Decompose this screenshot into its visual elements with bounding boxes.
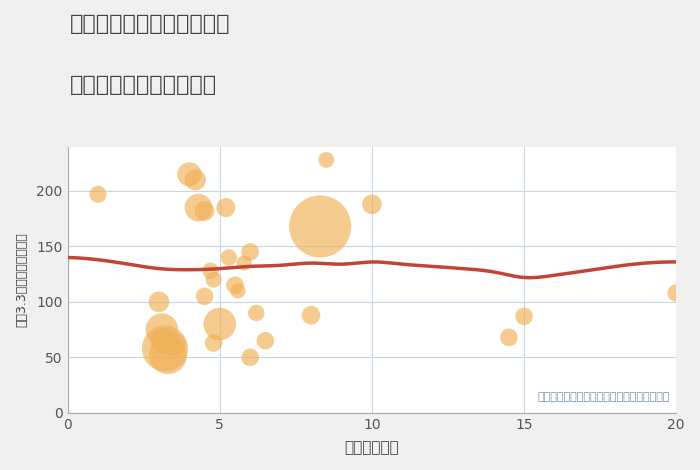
Point [244, 353, 256, 361]
Point [232, 287, 244, 295]
Point [162, 352, 174, 359]
Text: 駅距離別中古戸建て価格: 駅距離別中古戸建て価格 [70, 75, 217, 95]
Text: 大阪府大阪市北区浪花町の: 大阪府大阪市北区浪花町の [70, 14, 230, 34]
Point [158, 337, 169, 345]
Point [239, 259, 250, 267]
Y-axis label: 坪（3.3㎡）単価（万円）: 坪（3.3㎡）単価（万円） [15, 232, 28, 327]
Point [92, 190, 104, 198]
Point [169, 340, 180, 348]
Point [251, 309, 262, 317]
Point [199, 207, 210, 215]
Point [305, 312, 316, 319]
Point [220, 204, 232, 212]
Point [314, 223, 326, 230]
Point [190, 176, 201, 184]
Point [208, 339, 219, 347]
Point [671, 289, 682, 297]
Point [199, 293, 210, 300]
Point [223, 254, 235, 261]
Point [156, 326, 167, 333]
Point [214, 321, 225, 328]
Point [366, 201, 377, 208]
Point [230, 282, 241, 289]
Point [193, 204, 204, 212]
Point [260, 337, 271, 345]
Point [160, 345, 171, 352]
Point [205, 267, 216, 274]
Point [244, 248, 256, 256]
Point [153, 298, 164, 306]
Point [519, 313, 530, 320]
Point [321, 156, 332, 164]
Point [183, 171, 195, 178]
Point [208, 276, 219, 283]
Text: 円の大きさは、取引のあった物件面積を示す: 円の大きさは、取引のあった物件面積を示す [538, 392, 670, 402]
X-axis label: 駅距離（分）: 駅距離（分） [344, 440, 399, 455]
Point [503, 334, 514, 341]
